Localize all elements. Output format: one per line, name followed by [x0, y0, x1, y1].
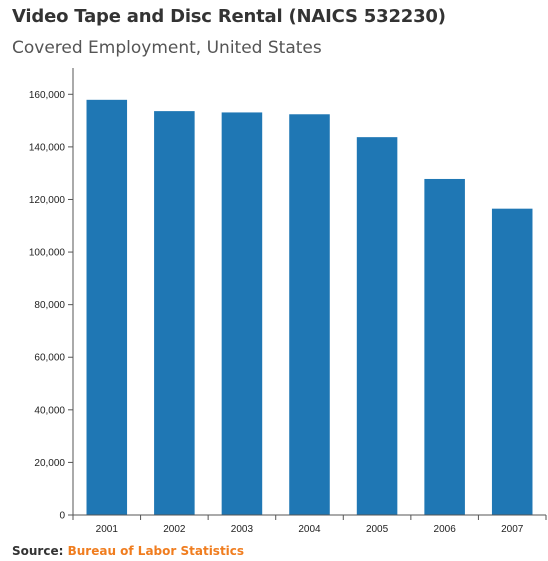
x-tick-label: 2002 [163, 524, 186, 535]
source-link[interactable]: Bureau of Labor Statistics [67, 544, 245, 558]
bar-2006[interactable] [424, 178, 465, 515]
bar-2004[interactable] [289, 114, 330, 515]
bar-2003[interactable] [221, 112, 263, 515]
y-tick-label: 40,000 [34, 405, 65, 416]
x-tick-label: 2003 [231, 524, 254, 535]
bar-chart: 0 20,000 40,000 60,000 80,000 100,000 120,000 1… [29, 68, 547, 535]
x-tick-label: 2005 [366, 524, 389, 535]
y-axis: 0 20,000 40,000 60,000 80,000 100,000 120,000 1… [29, 68, 74, 522]
y-tick-label: 20,000 [34, 458, 65, 469]
bar-2002[interactable] [154, 111, 195, 516]
x-tick-label: 2004 [298, 524, 321, 535]
bar-2007[interactable] [491, 208, 533, 515]
bar-2005[interactable] [356, 137, 398, 515]
y-tick-label: 60,000 [34, 353, 65, 364]
chart-subtitle: Covered Employment, United States [12, 38, 322, 58]
y-tick-label: 160,000 [29, 90, 66, 101]
x-axis: 2001 2002 2003 2004 2005 2006 2007 [72, 514, 547, 535]
source-label: Source: [12, 544, 64, 558]
chart-title: Video Tape and Disc Rental (NAICS 532230… [12, 6, 446, 27]
source-line: Source: Bureau of Labor Statistics [12, 544, 244, 558]
y-tick-label: 0 [59, 511, 65, 522]
bars-group [86, 99, 533, 516]
y-tick-label: 120,000 [29, 195, 66, 206]
x-tick-label: 2006 [434, 524, 457, 535]
y-tick-label: 100,000 [29, 248, 66, 259]
x-tick-label: 2007 [501, 524, 524, 535]
y-tick-label: 80,000 [34, 300, 65, 311]
y-tick-label: 140,000 [29, 142, 66, 153]
x-tick-label: 2001 [96, 524, 119, 535]
bar-2001[interactable] [86, 99, 128, 515]
